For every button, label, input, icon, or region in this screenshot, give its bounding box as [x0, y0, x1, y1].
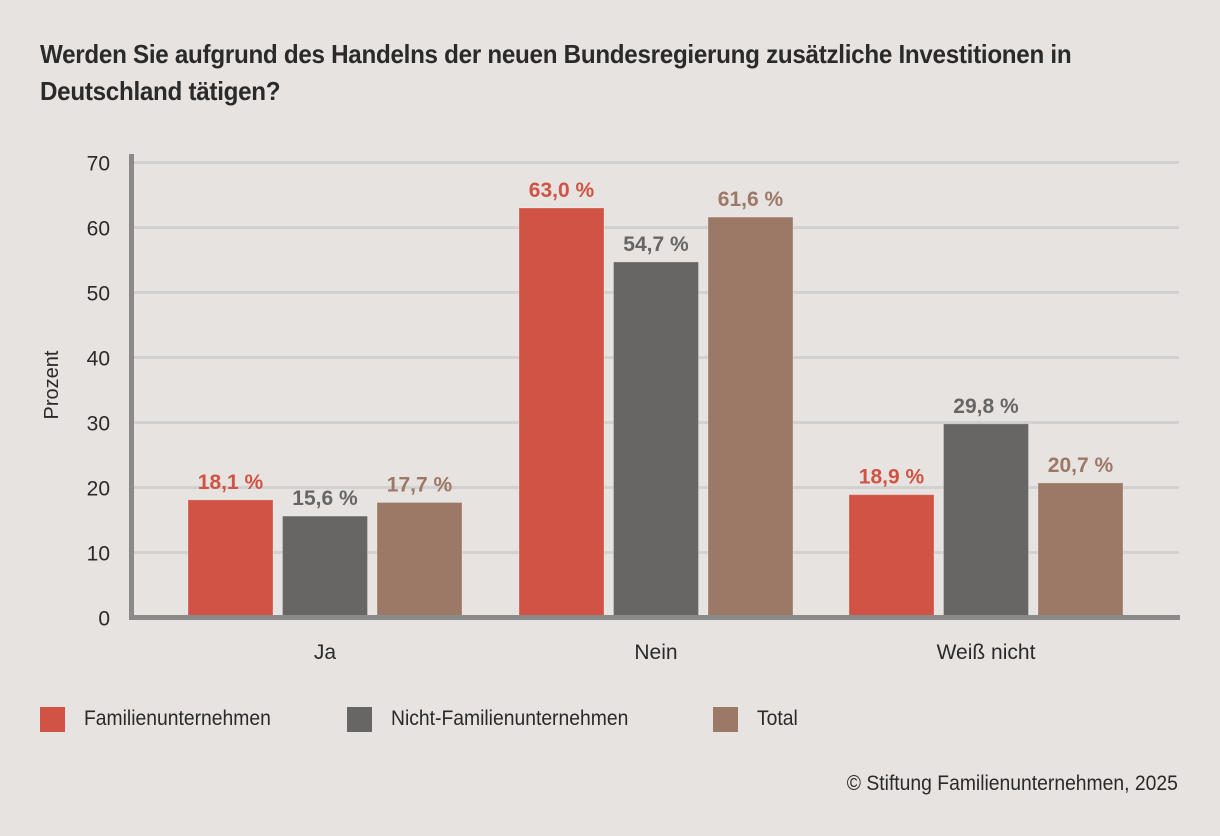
y-tick-label: 0: [98, 608, 110, 631]
legend-item-total: Total: [713, 706, 801, 732]
y-axis-ticks: 0 10 20 30 40 50 60 70: [87, 153, 110, 631]
y-tick-label: 50: [87, 283, 110, 306]
y-tick-label: 70: [87, 153, 110, 176]
bar-value-label: 15,6 %: [292, 487, 358, 510]
bars: [187, 207, 1124, 617]
y-tick-label: 60: [87, 218, 110, 241]
legend-item-nicht-familienunternehmen: Nicht-Familienunternehmen: [347, 706, 649, 732]
bar-nicht-familienunternehmen-2: [943, 423, 1029, 616]
legend-swatch-nicht-familienunternehmen: [347, 706, 372, 732]
y-tick-label: 40: [87, 348, 110, 371]
gridline: [134, 161, 1179, 164]
bar-value-label: 54,7 %: [623, 233, 689, 256]
x-axis-line: [129, 615, 1180, 620]
bar-value-label: 17,7 %: [387, 473, 453, 496]
bar-total-1: [707, 216, 794, 616]
legend-swatch-total: [713, 706, 738, 732]
bar-value-label: 63,0 %: [529, 179, 595, 202]
y-tick-label: 30: [87, 413, 110, 436]
legend-swatch-familienunternehmen: [40, 706, 65, 732]
bar-nicht-familienunternehmen-1: [613, 261, 699, 616]
bar-total-2: [1037, 482, 1124, 617]
x-tick-label: Nein: [634, 641, 677, 664]
bar-value-label: 20,7 %: [1048, 454, 1114, 477]
legend-label: Nicht-Familienunternehmen: [391, 707, 629, 730]
bar-value-label: 29,8 %: [953, 395, 1019, 418]
legend-label: Total: [757, 707, 798, 730]
x-axis-ticks: Ja Nein Weiß nicht: [314, 641, 1036, 664]
gridline: [134, 226, 1179, 229]
x-tick-label: Ja: [314, 641, 337, 664]
y-axis-line: [129, 154, 134, 620]
bar-value-label: 18,1 %: [198, 471, 264, 494]
bar-familienunternehmen-1: [518, 207, 605, 616]
y-tick-label: 10: [87, 543, 110, 566]
bar-total-0: [376, 501, 463, 617]
bar-familienunternehmen-2: [848, 494, 935, 616]
bar-familienunternehmen-0: [187, 499, 274, 617]
bar-nicht-familienunternehmen-0: [282, 515, 368, 616]
copyright-credit: © Stiftung Familienunternehmen, 2025: [846, 772, 1178, 795]
bar-value-label: 18,9 %: [859, 466, 925, 489]
chart-title: Werden Sie aufgrund des Handelns der neu…: [40, 39, 1072, 106]
y-tick-label: 20: [87, 478, 110, 501]
legend-item-familienunternehmen: Familienunternehmen: [40, 706, 287, 732]
legend-label: Familienunternehmen: [84, 707, 271, 730]
x-tick-label: Weiß nicht: [937, 641, 1036, 664]
y-axis-label: Prozent: [41, 350, 63, 419]
bar-value-label: 61,6 %: [718, 188, 784, 211]
bar-value-labels: 18,1 % 63,0 % 18,9 % 15,6 % 54,7 % 29,8 % 17,7…: [198, 179, 1114, 510]
